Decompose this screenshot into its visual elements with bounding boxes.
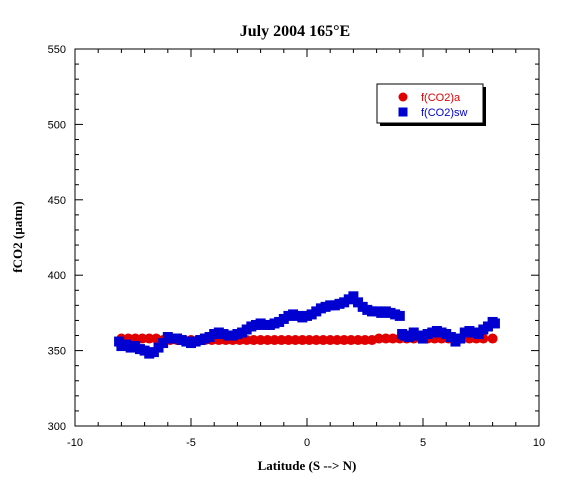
x-tick-label: 10 xyxy=(533,437,545,449)
data-point xyxy=(290,335,301,346)
data-point xyxy=(487,333,498,344)
data-point xyxy=(339,335,350,346)
x-tick-label: 5 xyxy=(420,437,426,449)
y-tick-label: 500 xyxy=(48,119,66,131)
data-point xyxy=(394,310,405,321)
series-fco2sw xyxy=(114,291,500,359)
data-point xyxy=(455,333,466,344)
legend-marker-circle xyxy=(398,92,408,102)
legend: f(CO2)a f(CO2)sw xyxy=(376,83,486,126)
legend-label: f(CO2)a xyxy=(421,92,461,104)
data-point xyxy=(255,335,266,346)
legend-box xyxy=(376,83,484,124)
data-point xyxy=(297,335,308,346)
x-axis-label: Latitude (S --> N) xyxy=(258,458,357,473)
data-point xyxy=(130,333,141,344)
legend-label: f(CO2)sw xyxy=(421,107,468,119)
data-point xyxy=(325,335,336,346)
data-point xyxy=(360,335,370,346)
data-point xyxy=(332,335,343,346)
y-tick-label: 400 xyxy=(48,270,66,282)
legend-marker-square xyxy=(398,107,408,117)
data-point xyxy=(269,335,280,346)
y-tick-label: 550 xyxy=(48,44,66,56)
data-point xyxy=(380,333,391,344)
y-tick-label: 450 xyxy=(48,195,66,207)
data-point xyxy=(304,335,315,346)
y-tick-label: 350 xyxy=(48,346,66,358)
data-point xyxy=(262,335,273,346)
y-tick-label: 300 xyxy=(48,421,66,433)
data-point xyxy=(241,335,252,346)
axis-ticks xyxy=(74,48,540,427)
data-point xyxy=(283,335,294,346)
series-layer xyxy=(114,291,500,359)
data-point xyxy=(137,333,148,344)
data-point xyxy=(158,338,169,349)
data-point xyxy=(373,333,384,344)
legend-entries: f(CO2)a f(CO2)sw xyxy=(398,92,468,119)
axis-tick-labels: -10 -5 0 5 10 300 350 400 450 500 550 xyxy=(48,44,545,449)
data-point xyxy=(311,335,322,346)
data-point xyxy=(387,333,398,344)
y-axis-label: fCO2 (µatm) xyxy=(10,201,25,272)
data-point xyxy=(353,335,364,346)
x-tick-label: -10 xyxy=(67,437,83,449)
x-tick-label: 0 xyxy=(304,437,310,449)
x-tick-label: -5 xyxy=(186,437,196,449)
data-point xyxy=(144,333,155,344)
data-point xyxy=(489,318,500,329)
data-point xyxy=(346,335,357,346)
data-point xyxy=(248,335,259,346)
data-point xyxy=(276,335,287,346)
data-point xyxy=(348,291,359,302)
chart-title: July 2004 165°E xyxy=(240,23,350,40)
data-point xyxy=(318,335,329,346)
